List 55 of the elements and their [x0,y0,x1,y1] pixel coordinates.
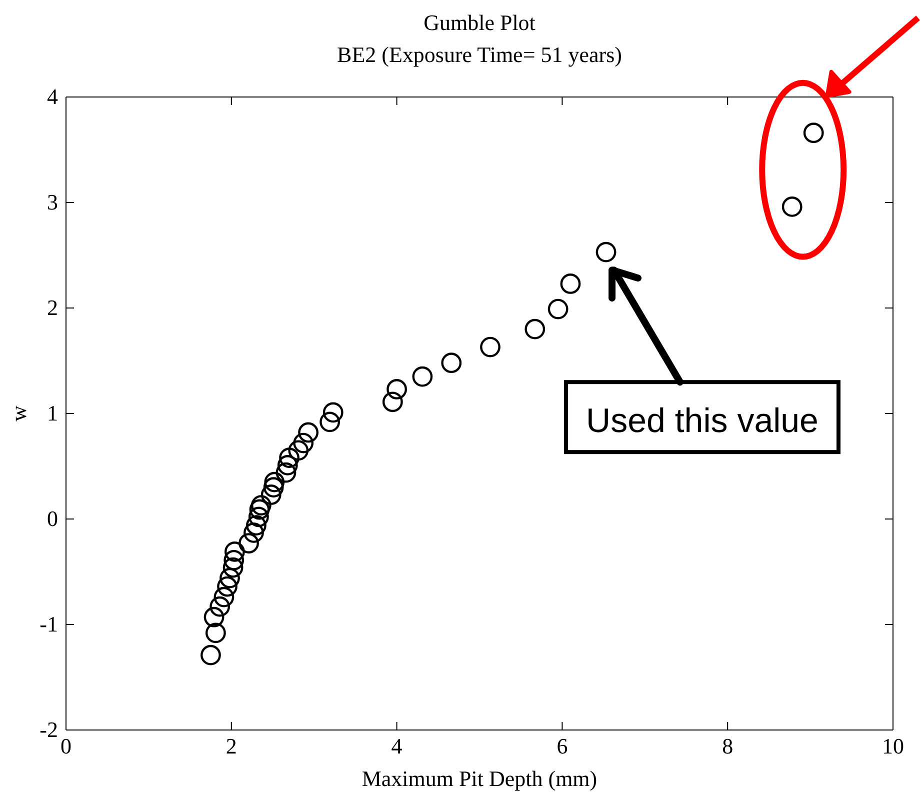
point [803,122,824,144]
point [298,422,319,443]
y-tick-label: -1 [40,612,58,637]
point [220,568,240,588]
point [214,586,234,608]
x-tick-label: 4 [391,734,402,759]
point [224,542,245,562]
point [288,440,309,461]
point [204,606,224,628]
point [480,336,500,358]
point [548,298,568,320]
point [782,196,802,217]
y-axis-title: w [6,405,31,422]
point [441,352,462,374]
point [276,462,296,483]
point [260,484,282,505]
point [279,448,300,468]
point [248,506,269,528]
point [249,499,270,520]
y-tick-label: 3 [47,190,58,215]
x-axis-title: Maximum Pit Depth (mm) [362,766,598,791]
y-tick-label: 4 [47,84,58,110]
point [277,455,298,476]
y-tick-label: 2 [47,295,58,320]
point [293,432,314,454]
point [205,622,226,644]
x-tick-label: 2 [226,734,237,759]
x-tick-label: 6 [556,734,568,759]
chart-title: Gumble Plot [424,10,536,35]
point [386,379,407,400]
point [222,557,244,578]
y-tick-label: 0 [47,506,58,532]
point [217,576,238,597]
point [224,550,244,570]
chart-subtitle: BE2 (Exposure Time= 51 years) [337,42,622,67]
point [322,402,344,423]
point [264,472,285,492]
point [596,242,616,262]
x-tick-label: 10 [882,734,904,759]
point [246,515,266,536]
point [210,596,230,617]
y-tick-label: -2 [40,717,58,742]
point [382,392,403,412]
y-tick-label: 1 [47,400,58,426]
point [412,366,433,387]
point [250,495,272,516]
x-tick-label: 8 [722,734,734,759]
point [263,477,284,498]
point [238,533,259,554]
point [524,318,546,340]
point [200,644,221,666]
point [320,412,340,432]
point [560,274,581,294]
point [244,522,264,543]
annotation: Used this value [586,402,818,440]
